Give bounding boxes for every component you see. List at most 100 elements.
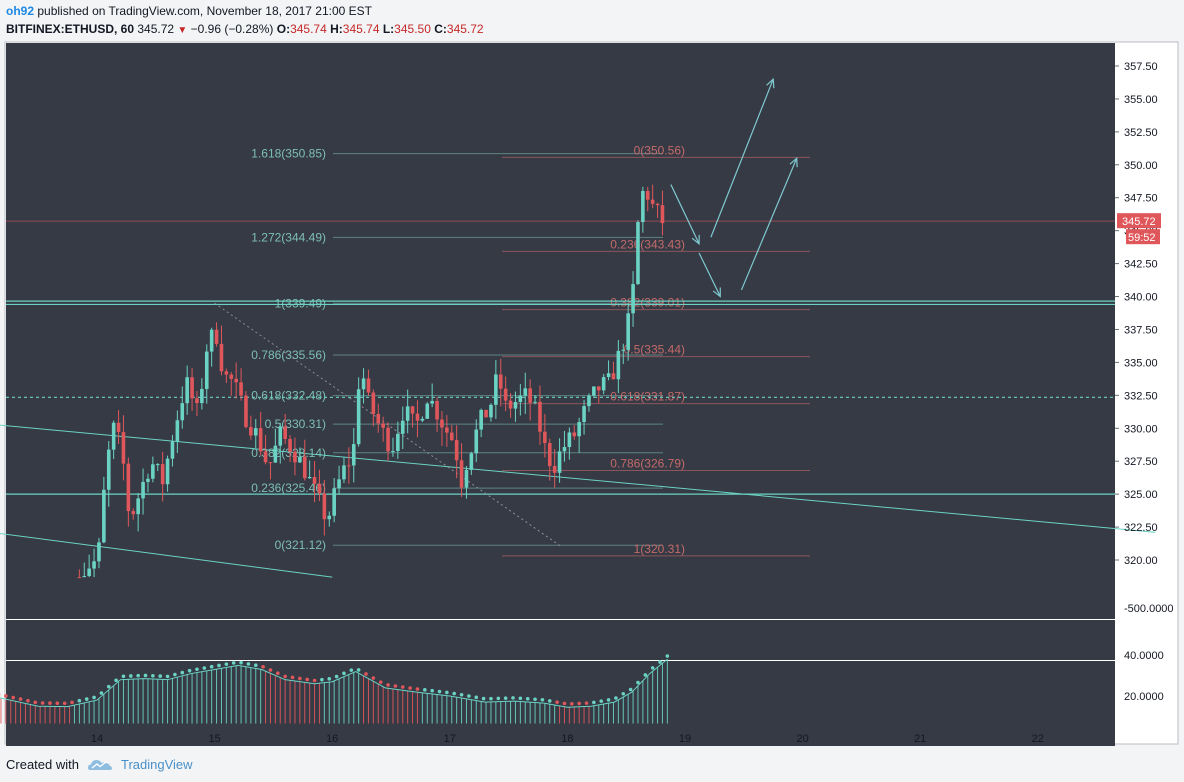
candle-body bbox=[229, 374, 234, 379]
last-price-tag-text: 345.72 bbox=[1122, 216, 1156, 228]
indicator-dot bbox=[525, 696, 530, 701]
indicator-dot bbox=[658, 660, 662, 664]
candle-body bbox=[160, 464, 165, 485]
candle-body bbox=[312, 477, 317, 484]
candle-body bbox=[616, 350, 621, 380]
indicator-dot bbox=[415, 687, 420, 691]
price-axis-label: 330.00 bbox=[1124, 423, 1158, 435]
indicator-line bbox=[0, 658, 668, 708]
publish-info: oh92 published on TradingView.com, Novem… bbox=[6, 4, 372, 18]
close-label: C: bbox=[434, 22, 447, 36]
projection-arrow bbox=[740, 157, 798, 291]
indicator-dot bbox=[99, 691, 104, 695]
candle-body bbox=[136, 498, 140, 515]
fib-left-level-label: 0.618(332.48) bbox=[251, 389, 326, 403]
candle-body bbox=[288, 438, 292, 452]
indicator-dot bbox=[378, 680, 383, 684]
indicator-dot bbox=[136, 673, 140, 678]
candle-body bbox=[503, 388, 508, 401]
indicator-dot bbox=[489, 696, 493, 701]
candle-body bbox=[557, 451, 562, 473]
fib-left-level-label: 0.5(330.31) bbox=[265, 417, 326, 431]
projection-arrow bbox=[698, 252, 721, 297]
candle-body bbox=[366, 378, 371, 393]
candle-body bbox=[386, 427, 390, 452]
projection-arrow-head bbox=[766, 77, 775, 89]
indicator-dot bbox=[48, 701, 52, 705]
created-with-text: Created with bbox=[6, 757, 79, 772]
candle-body bbox=[224, 371, 229, 375]
indicator-dot bbox=[511, 696, 515, 700]
indicator-dot bbox=[305, 677, 310, 682]
candle-body bbox=[155, 464, 160, 466]
projection-arrow-head bbox=[691, 234, 700, 246]
candle-body bbox=[92, 561, 96, 569]
fib-right-level-label: 0.236(343.43) bbox=[610, 237, 685, 251]
candle-body bbox=[268, 462, 273, 464]
indicator-dot bbox=[158, 674, 163, 678]
candle-body bbox=[337, 479, 341, 489]
projection-arrow-head bbox=[712, 287, 721, 298]
candle-body bbox=[552, 465, 557, 473]
price-axis-label: 352.50 bbox=[1124, 127, 1158, 139]
indicator-dot bbox=[121, 674, 126, 679]
candle-body bbox=[405, 406, 410, 421]
candle-body bbox=[528, 388, 532, 403]
candle-body bbox=[650, 199, 655, 204]
candle-body bbox=[175, 420, 180, 442]
fib-right-level-label: 0.618(331.87) bbox=[610, 390, 685, 404]
high-value: 345.74 bbox=[342, 22, 380, 36]
candle-body bbox=[356, 389, 361, 445]
indicator-dot bbox=[173, 672, 177, 677]
price-pane[interactable] bbox=[6, 43, 1115, 619]
candle-body bbox=[298, 456, 302, 463]
indicator-dot bbox=[84, 697, 89, 701]
trend-line bbox=[0, 532, 333, 578]
chart-canvas[interactable]: -500.0000 1.618(350.85) 1.272(344.49) 1(33… bbox=[0, 40, 1184, 746]
brand-link[interactable]: TradingView bbox=[120, 757, 193, 772]
candle-body bbox=[425, 403, 430, 419]
projection-arrow bbox=[670, 184, 700, 245]
indicator-dot bbox=[342, 671, 346, 676]
fib-right-level-label: 0(350.56) bbox=[634, 143, 685, 157]
candle-body bbox=[234, 378, 238, 383]
candle-body bbox=[185, 377, 189, 404]
lower-pane-axis-label: -500.0000 bbox=[1124, 603, 1174, 615]
candle-body bbox=[327, 515, 332, 520]
candle-body bbox=[420, 418, 425, 421]
candle-body bbox=[332, 488, 336, 516]
fib-right-level-label: 0.786(326.79) bbox=[610, 457, 685, 471]
indicator-dot bbox=[298, 676, 302, 681]
indicator-axis-label: 40.0000 bbox=[1124, 650, 1164, 662]
indicator-dot bbox=[393, 684, 398, 688]
candle-body bbox=[391, 450, 395, 452]
candle-body bbox=[351, 444, 356, 466]
candle-body bbox=[131, 511, 136, 515]
indicator-dot bbox=[165, 674, 170, 679]
candle-body bbox=[322, 493, 327, 520]
indicator-dot bbox=[239, 660, 243, 665]
indicator-dot bbox=[276, 671, 280, 676]
candle-body bbox=[170, 441, 175, 459]
candle-body bbox=[641, 190, 645, 223]
open-value: 345.74 bbox=[290, 22, 327, 36]
open-label: O: bbox=[276, 22, 291, 36]
candle-body bbox=[111, 422, 116, 450]
candle-body bbox=[567, 432, 572, 448]
time-axis-label: 15 bbox=[208, 733, 220, 745]
candle-body bbox=[278, 426, 283, 446]
candle-body bbox=[547, 443, 552, 466]
indicator-dot bbox=[92, 695, 96, 700]
candle-body bbox=[258, 428, 263, 452]
indicator-dot bbox=[533, 697, 537, 702]
candle-body bbox=[631, 284, 635, 314]
candle-body bbox=[190, 377, 194, 399]
close-value: 345.72 bbox=[446, 22, 484, 36]
indicator-dot bbox=[261, 665, 265, 669]
indicator-dot bbox=[151, 673, 155, 678]
author-name[interactable]: oh92 bbox=[6, 4, 35, 18]
last-price-tag bbox=[1117, 213, 1161, 229]
candle-body bbox=[474, 429, 479, 454]
candle-body bbox=[513, 402, 518, 409]
time-axis-label: 14 bbox=[91, 733, 103, 745]
